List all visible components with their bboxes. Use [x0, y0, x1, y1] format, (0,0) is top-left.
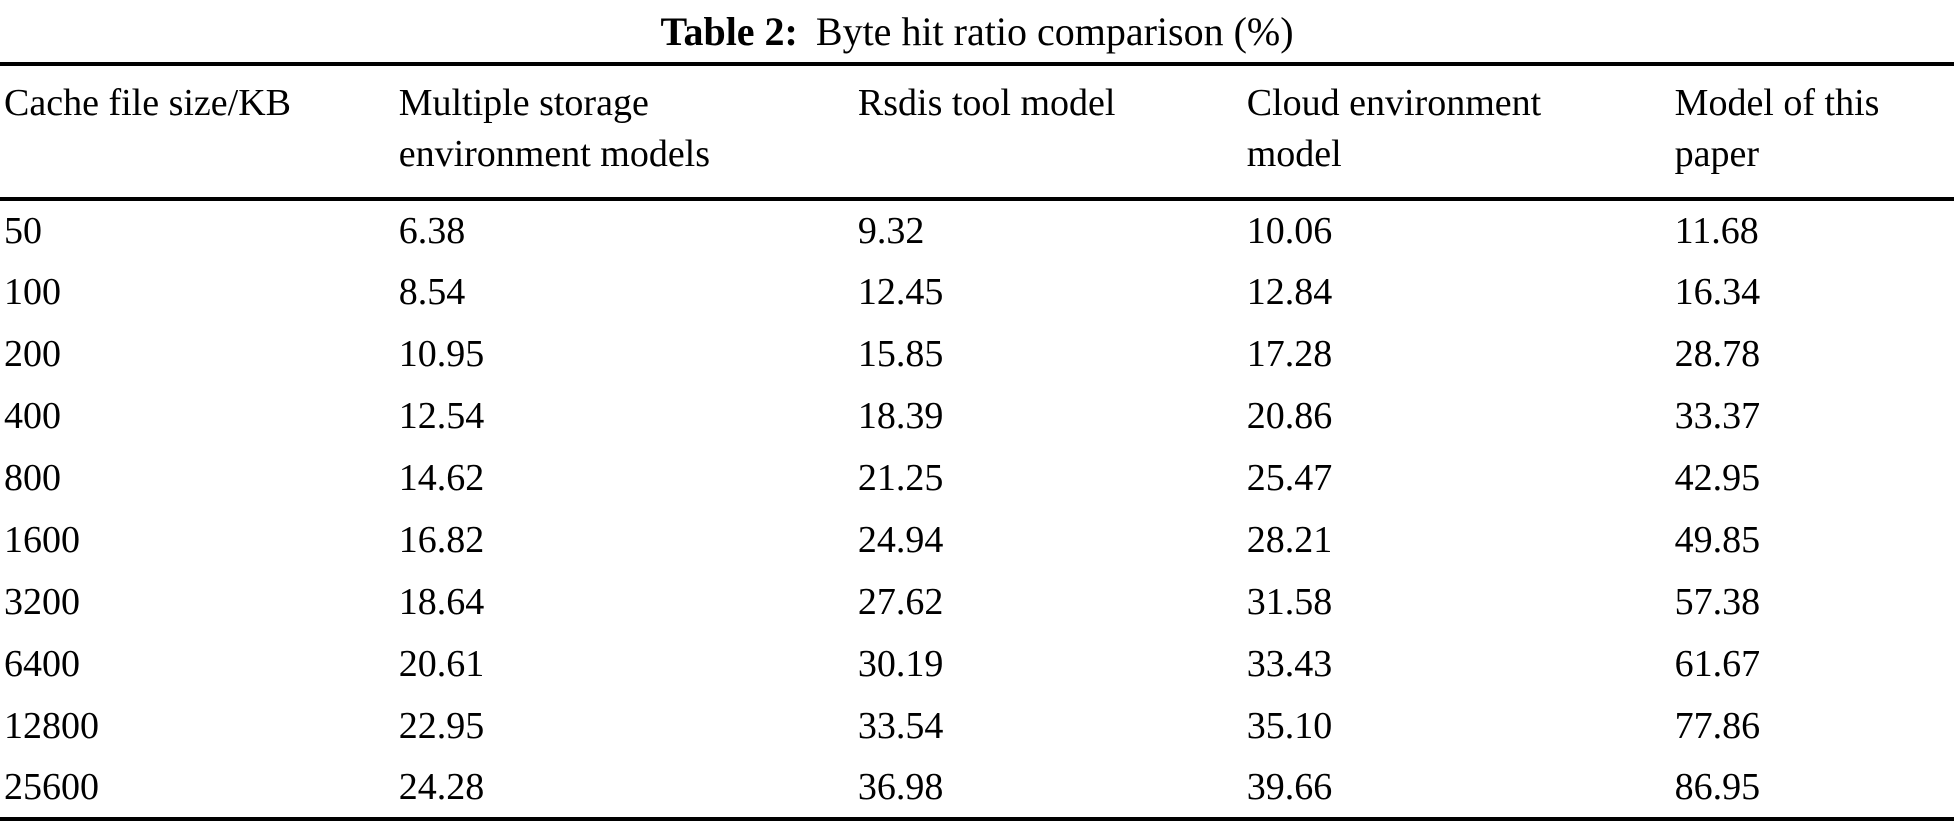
table-row: 1600 16.82 24.94 28.21 49.85 — [0, 509, 1954, 571]
header-row: Cache file size/KB Multiple storage envi… — [0, 64, 1954, 201]
data-cell: 6.38 — [398, 209, 466, 252]
column-header-multiple-storage: Multiple storage environment models — [394, 64, 854, 201]
data-cell: 8.54 — [398, 270, 466, 313]
row-header-cell: 400 — [4, 394, 61, 437]
data-cell: 12.54 — [398, 394, 485, 437]
table-row: 3200 18.64 27.62 31.58 57.38 — [0, 571, 1954, 633]
column-header-rsdis-tool: Rsdis tool model — [853, 64, 1243, 201]
row-header-cell: 25600 — [4, 765, 99, 808]
data-cell: 10.95 — [398, 332, 485, 375]
data-cell: 16.34 — [1674, 270, 1761, 313]
data-cell: 15.85 — [857, 332, 944, 375]
data-cell: 36.98 — [857, 765, 944, 808]
table-row: 800 14.62 21.25 25.47 42.95 — [0, 447, 1954, 509]
row-header-cell: 100 — [4, 270, 61, 313]
data-cell: 27.62 — [857, 580, 944, 623]
data-cell: 42.95 — [1674, 456, 1761, 499]
row-header-cell: 12800 — [4, 704, 99, 747]
table-row: 100 8.54 12.45 12.84 16.34 — [0, 261, 1954, 323]
table-header: Cache file size/KB Multiple storage envi… — [0, 64, 1954, 201]
table-body: 50 6.38 9.32 10.06 11.68 100 8.54 12.45 12.84 16.… — [0, 199, 1954, 819]
column-header-cloud-environment: Cloud environment model — [1242, 64, 1671, 201]
row-header-cell: 3200 — [4, 580, 80, 623]
data-cell: 86.95 — [1674, 765, 1761, 808]
table-caption-text: Byte hit ratio comparison (%) — [815, 9, 1294, 54]
data-cell: 33.37 — [1674, 394, 1761, 437]
data-cell: 9.32 — [857, 209, 925, 252]
table-row: 400 12.54 18.39 20.86 33.37 — [0, 385, 1954, 447]
data-cell: 49.85 — [1674, 518, 1761, 561]
table-caption: Table 2: Byte hit ratio comparison (%) — [0, 0, 1954, 62]
data-cell: 77.86 — [1674, 704, 1761, 747]
data-cell: 57.38 — [1674, 580, 1761, 623]
data-cell: 11.68 — [1674, 209, 1759, 252]
data-cell: 30.19 — [857, 642, 944, 685]
data-cell: 12.45 — [857, 270, 944, 313]
column-header-model-of-this-paper: Model of this paper — [1670, 64, 1954, 201]
data-cell: 28.78 — [1674, 332, 1761, 375]
column-header-cache-file-size: Cache file size/KB — [0, 64, 395, 201]
table-row: 50 6.38 9.32 10.06 11.68 — [0, 199, 1954, 261]
data-cell: 31.58 — [1246, 580, 1333, 623]
data-cell: 33.43 — [1246, 642, 1333, 685]
table-row: 12800 22.95 33.54 35.10 77.86 — [0, 695, 1954, 757]
data-cell: 18.64 — [398, 580, 485, 623]
data-cell: 61.67 — [1674, 642, 1761, 685]
data-cell: 25.47 — [1246, 456, 1333, 499]
data-cell: 16.82 — [398, 518, 485, 561]
byte-hit-ratio-table: Cache file size/KB Multiple storage envi… — [0, 62, 1954, 821]
data-cell: 20.86 — [1246, 394, 1333, 437]
data-cell: 12.84 — [1246, 270, 1333, 313]
data-cell: 33.54 — [857, 704, 944, 747]
data-cell: 17.28 — [1246, 332, 1333, 375]
data-cell: 18.39 — [857, 394, 944, 437]
table-caption-label: Table 2: — [660, 9, 798, 54]
data-cell: 20.61 — [398, 642, 485, 685]
row-header-cell: 200 — [4, 332, 61, 375]
row-header-cell: 50 — [4, 209, 42, 252]
table-row: 25600 24.28 36.98 39.66 86.95 — [0, 757, 1954, 819]
table-row: 6400 20.61 30.19 33.43 61.67 — [0, 633, 1954, 695]
table-row: 200 10.95 15.85 17.28 28.78 — [0, 323, 1954, 385]
data-cell: 22.95 — [398, 704, 485, 747]
data-cell: 14.62 — [398, 456, 485, 499]
data-cell: 39.66 — [1246, 765, 1333, 808]
data-cell: 10.06 — [1246, 209, 1333, 252]
row-header-cell: 6400 — [4, 642, 80, 685]
data-cell: 35.10 — [1246, 704, 1333, 747]
data-cell: 28.21 — [1246, 518, 1333, 561]
data-cell: 21.25 — [857, 456, 944, 499]
data-cell: 24.28 — [398, 765, 485, 808]
row-header-cell: 800 — [4, 456, 61, 499]
data-cell: 24.94 — [857, 518, 944, 561]
row-header-cell: 1600 — [4, 518, 80, 561]
